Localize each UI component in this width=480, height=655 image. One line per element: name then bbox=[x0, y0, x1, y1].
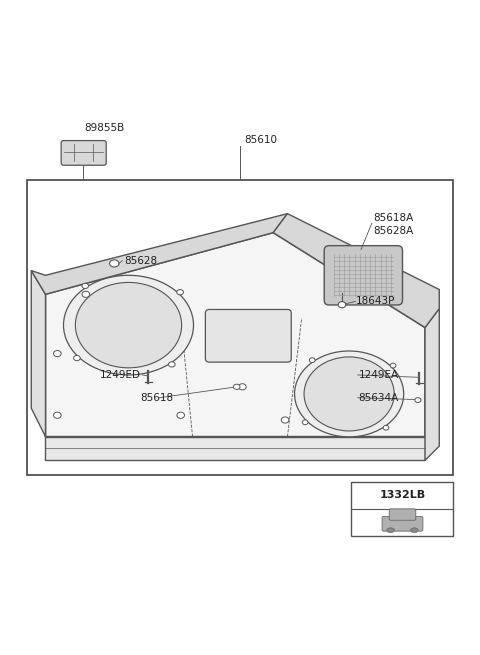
Ellipse shape bbox=[177, 290, 183, 295]
Text: 85634A: 85634A bbox=[359, 393, 399, 403]
Ellipse shape bbox=[338, 302, 346, 308]
Text: 85628: 85628 bbox=[124, 255, 157, 266]
Polygon shape bbox=[273, 214, 439, 328]
Polygon shape bbox=[425, 309, 439, 460]
Ellipse shape bbox=[54, 350, 61, 357]
Ellipse shape bbox=[73, 356, 80, 361]
Text: 1249ED: 1249ED bbox=[99, 370, 140, 380]
Ellipse shape bbox=[304, 357, 394, 431]
FancyBboxPatch shape bbox=[61, 141, 106, 165]
Ellipse shape bbox=[281, 417, 289, 423]
Ellipse shape bbox=[109, 260, 119, 267]
Ellipse shape bbox=[82, 291, 90, 297]
Polygon shape bbox=[31, 271, 46, 437]
Ellipse shape bbox=[415, 398, 421, 402]
Text: 85610: 85610 bbox=[245, 135, 278, 145]
Ellipse shape bbox=[75, 282, 181, 368]
Ellipse shape bbox=[410, 528, 418, 533]
FancyBboxPatch shape bbox=[389, 509, 416, 520]
Polygon shape bbox=[46, 233, 425, 437]
Bar bbox=[26, 180, 454, 475]
Text: 1332LB: 1332LB bbox=[379, 491, 426, 500]
FancyBboxPatch shape bbox=[382, 516, 423, 531]
Bar bbox=[351, 481, 454, 536]
Ellipse shape bbox=[168, 362, 175, 367]
FancyBboxPatch shape bbox=[324, 246, 403, 305]
Ellipse shape bbox=[387, 528, 395, 533]
Ellipse shape bbox=[54, 412, 61, 419]
Text: 85618A: 85618A bbox=[373, 214, 413, 223]
Text: 18643P: 18643P bbox=[356, 297, 396, 307]
Text: 89855B: 89855B bbox=[84, 123, 125, 133]
Ellipse shape bbox=[295, 351, 404, 437]
Ellipse shape bbox=[302, 420, 308, 424]
Ellipse shape bbox=[310, 358, 315, 362]
Polygon shape bbox=[31, 214, 288, 294]
Ellipse shape bbox=[233, 384, 240, 390]
Ellipse shape bbox=[239, 384, 246, 390]
Text: 1249EA: 1249EA bbox=[359, 370, 399, 380]
Text: 85618: 85618 bbox=[140, 393, 173, 403]
Ellipse shape bbox=[390, 363, 396, 368]
Ellipse shape bbox=[383, 425, 389, 430]
Text: 85628A: 85628A bbox=[373, 226, 413, 236]
FancyBboxPatch shape bbox=[205, 309, 291, 362]
Polygon shape bbox=[46, 437, 425, 460]
Ellipse shape bbox=[177, 412, 184, 419]
Ellipse shape bbox=[82, 283, 88, 288]
Ellipse shape bbox=[63, 275, 193, 375]
